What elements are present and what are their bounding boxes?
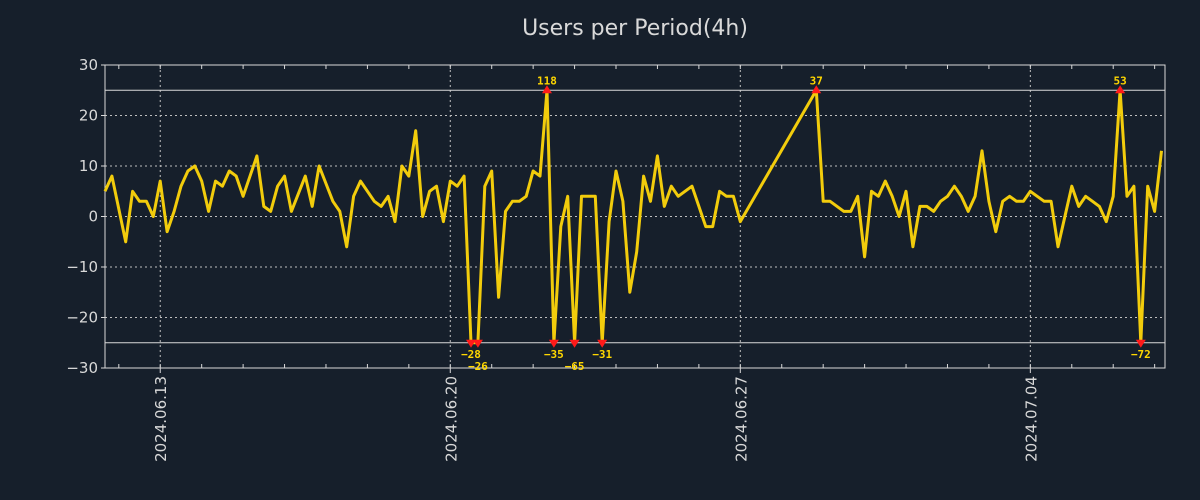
x-tick-label: 2024.06.27 bbox=[732, 376, 750, 462]
clip-value-label: 53 bbox=[1113, 74, 1126, 87]
clip-marker-down bbox=[548, 339, 559, 348]
y-tick-label: 20 bbox=[79, 107, 98, 125]
clip-marker-down bbox=[472, 339, 483, 348]
y-tick-label: 10 bbox=[79, 157, 98, 175]
clip-value-label: −65 bbox=[565, 360, 585, 373]
x-tick-label: 2024.07.04 bbox=[1022, 376, 1040, 462]
y-tick-label: 30 bbox=[79, 56, 98, 74]
clip-value-label: −26 bbox=[468, 360, 488, 373]
clip-value-label: −35 bbox=[544, 348, 564, 361]
x-tick-label: 2024.06.13 bbox=[152, 376, 170, 462]
clip-value-label: −28 bbox=[461, 348, 481, 361]
clip-value-label: 118 bbox=[537, 74, 557, 87]
clip-marker-up bbox=[1115, 85, 1126, 94]
clip-marker-up bbox=[541, 85, 552, 94]
clip-marker-down bbox=[465, 339, 476, 348]
clip-value-label: 37 bbox=[810, 74, 823, 87]
clip-marker-up bbox=[811, 85, 822, 94]
clip-value-label: −72 bbox=[1131, 348, 1151, 361]
clip-value-label: −31 bbox=[592, 348, 612, 361]
x-tick-label: 2024.06.20 bbox=[442, 376, 460, 462]
clip-marker-down bbox=[569, 339, 580, 348]
y-tick-label: −30 bbox=[66, 359, 98, 377]
clip-marker-down bbox=[597, 339, 608, 348]
y-tick-label: −10 bbox=[66, 258, 98, 276]
chart-title: Users per Period(4h) bbox=[522, 16, 748, 41]
y-tick-label: 0 bbox=[88, 208, 98, 226]
y-tick-label: −20 bbox=[66, 309, 98, 327]
series-line-users bbox=[103, 88, 1163, 345]
clip-marker-down bbox=[1135, 339, 1146, 348]
